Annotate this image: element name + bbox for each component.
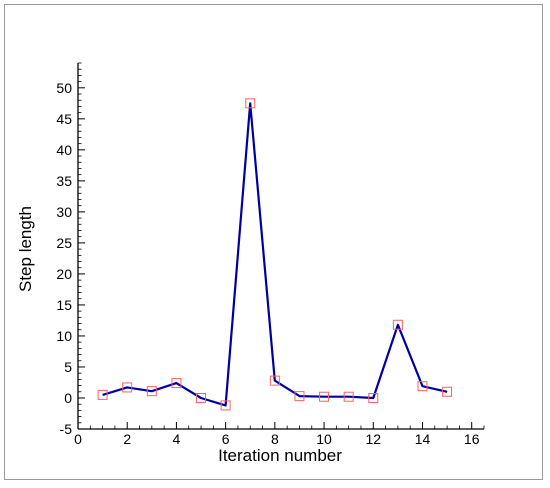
y-tick-label: 40 bbox=[56, 142, 72, 158]
y-tick-label: 45 bbox=[56, 111, 72, 127]
x-tick-label: 2 bbox=[123, 431, 131, 447]
data-point-marker bbox=[196, 392, 207, 403]
data-point-marker bbox=[392, 319, 403, 330]
data-point-marker bbox=[245, 98, 256, 109]
x-tick-label: 4 bbox=[173, 431, 181, 447]
y-tick-label: 20 bbox=[56, 266, 72, 282]
plot-area bbox=[97, 98, 453, 411]
x-axis-title: Iteration number bbox=[218, 446, 342, 465]
data-point-marker bbox=[343, 391, 354, 402]
x-tick-label: 12 bbox=[365, 431, 381, 447]
y-tick-label: 10 bbox=[56, 328, 72, 344]
x-tick-label: 8 bbox=[271, 431, 279, 447]
data-point-marker bbox=[368, 392, 379, 403]
data-point-marker bbox=[442, 386, 453, 397]
data-point-marker bbox=[122, 382, 133, 393]
x-tick-label: 16 bbox=[464, 431, 480, 447]
data-point-marker bbox=[171, 378, 182, 389]
y-tick-label: 15 bbox=[56, 297, 72, 313]
y-tick-label: 50 bbox=[56, 80, 72, 96]
data-point-marker bbox=[417, 381, 428, 392]
data-point-marker bbox=[294, 391, 305, 402]
x-tick-label: 6 bbox=[222, 431, 230, 447]
y-tick-label: 0 bbox=[64, 390, 72, 406]
data-point-marker bbox=[269, 375, 280, 386]
y-tick-label: 25 bbox=[56, 235, 72, 251]
y-axis-title: Step length bbox=[16, 206, 35, 292]
data-point-marker bbox=[146, 386, 157, 397]
data-point-marker bbox=[220, 400, 231, 411]
y-tick-label: 35 bbox=[56, 173, 72, 189]
x-tick-label: 0 bbox=[74, 431, 82, 447]
data-point-marker bbox=[97, 389, 108, 400]
y-tick-label: 5 bbox=[64, 359, 72, 375]
x-tick-label: 14 bbox=[415, 431, 431, 447]
chart-frame bbox=[4, 4, 543, 480]
data-point-marker bbox=[319, 391, 330, 402]
y-tick-label: -5 bbox=[60, 421, 73, 437]
series-line bbox=[102, 102, 448, 407]
x-tick-label: 10 bbox=[316, 431, 332, 447]
y-tick-label: 30 bbox=[56, 204, 72, 220]
